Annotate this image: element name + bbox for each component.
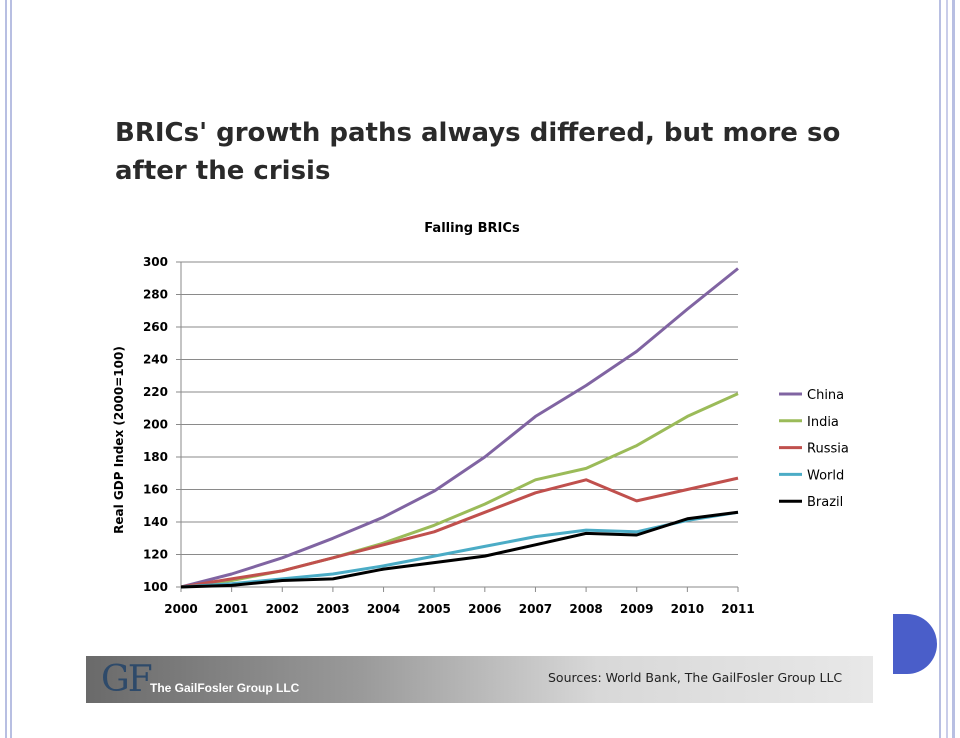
x-tick-label: 2000: [164, 602, 197, 616]
x-tick-label: 2001: [215, 602, 248, 616]
legend-label-china: China: [807, 388, 844, 403]
x-tick-label: 2005: [417, 602, 450, 616]
x-tick-label: 2003: [316, 602, 349, 616]
series-line-china: [180, 267, 739, 589]
y-tick-label: 220: [143, 385, 168, 399]
y-tick-label: 300: [143, 255, 168, 269]
slide-frame-right: [939, 0, 955, 738]
y-tick-label: 260: [143, 320, 168, 334]
legend-label-india: India: [807, 415, 839, 430]
y-tick-label: 140: [143, 515, 168, 529]
y-tick-label: 160: [143, 483, 168, 497]
legend-label-brazil: Brazil: [807, 495, 843, 510]
slide-frame-left: [5, 0, 12, 738]
y-tick-label: 200: [143, 418, 168, 432]
company-logo-mark: GF: [101, 659, 153, 700]
x-tick-label: 2009: [620, 602, 653, 616]
chart-title: Falling BRICs: [424, 221, 520, 236]
slide-frame-right-inner: [946, 0, 948, 738]
y-tick-label: 280: [143, 288, 168, 302]
x-tick-label: 2004: [367, 602, 400, 616]
y-tick-label: 100: [143, 580, 168, 594]
company-logo-name: The GailFosler Group LLC: [150, 681, 300, 695]
series-line-world: [180, 510, 739, 589]
x-tick-label: 2007: [519, 602, 552, 616]
x-tick-label: 2006: [468, 602, 501, 616]
footer-bar: [86, 656, 873, 703]
legend-label-world: World: [807, 468, 844, 483]
y-tick-label: 240: [143, 353, 168, 367]
y-tick-label: 120: [143, 548, 168, 562]
slide-title: BRICs' growth paths always differed, but…: [115, 118, 841, 186]
series-line-brazil: [180, 510, 739, 589]
x-tick-label: 2010: [671, 602, 704, 616]
legend-label-russia: Russia: [807, 442, 849, 457]
x-tick-label: 2002: [266, 602, 299, 616]
y-axis-label: Real GDP Index (2000=100): [112, 346, 126, 534]
series-line-russia: [180, 476, 739, 589]
y-tick-label: 180: [143, 450, 168, 464]
x-tick-label: 2011: [721, 602, 754, 616]
x-tick-label: 2008: [569, 602, 602, 616]
sources-note: Sources: World Bank, The GailFosler Grou…: [548, 670, 843, 685]
